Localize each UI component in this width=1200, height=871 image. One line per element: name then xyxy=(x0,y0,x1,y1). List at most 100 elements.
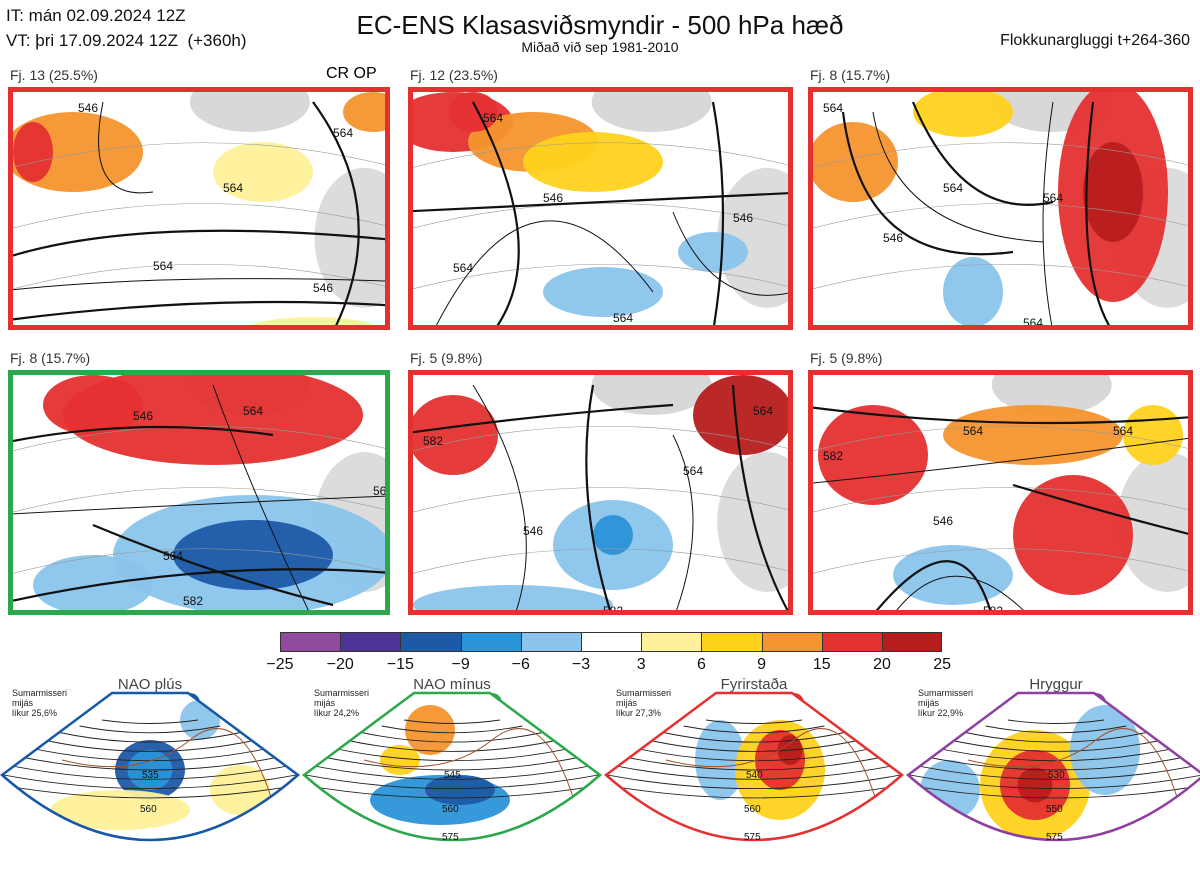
anomaly-area xyxy=(693,375,788,455)
colorbar-tick-label: 25 xyxy=(933,656,952,673)
contour-label: 582 xyxy=(983,604,1003,615)
anomaly-area xyxy=(678,232,748,272)
anomaly-area xyxy=(251,317,375,325)
latitude-line xyxy=(13,426,385,452)
regime-name: NAO mínus xyxy=(413,676,491,693)
colorbar-segment xyxy=(340,632,401,652)
height-contour xyxy=(57,731,243,743)
anomaly-area xyxy=(43,375,143,435)
latitude-line xyxy=(413,142,788,168)
height-contour xyxy=(908,761,1200,789)
latitude-line xyxy=(813,142,1188,168)
regime-name: Fyrirstaða xyxy=(720,676,788,693)
height-contour xyxy=(472,384,527,610)
land-europe xyxy=(314,167,385,308)
height-contour xyxy=(911,101,1054,206)
anomaly-area xyxy=(543,267,663,317)
height-contour xyxy=(403,719,501,724)
height-contour xyxy=(13,495,385,515)
height-contour xyxy=(312,101,360,325)
contour-label: 546 xyxy=(313,281,333,295)
height-contour xyxy=(872,111,1044,243)
anomaly-area xyxy=(213,142,313,202)
cluster-map-2: 564 546 564 546 564 xyxy=(408,87,793,330)
regime-statistics: Sumarmisseri mijás líkur 25,6% xyxy=(12,688,68,718)
anomaly-area xyxy=(405,705,455,755)
height-contour xyxy=(304,761,600,789)
regime-statistics: Sumarmisseri mijás líkur 27,3% xyxy=(616,688,672,718)
anomaly-area xyxy=(210,765,270,815)
height-contour xyxy=(79,725,221,734)
colorbar-segment xyxy=(641,632,702,652)
regime-contour-label: 545 xyxy=(444,770,461,781)
contour-label: 564 xyxy=(683,464,703,478)
contour-label: 564 xyxy=(373,484,390,498)
height-contour xyxy=(813,406,1188,425)
regime-name: Hryggur xyxy=(1029,676,1083,693)
height-contour xyxy=(940,737,1172,752)
height-contour xyxy=(896,575,1024,610)
height-contour xyxy=(606,767,902,799)
height-contour xyxy=(359,731,545,743)
height-contour xyxy=(731,384,788,610)
anomaly-area xyxy=(413,395,498,475)
anomaly-area xyxy=(593,515,633,555)
colorbar-tick-label: −20 xyxy=(326,656,354,673)
land-greenland xyxy=(591,375,712,415)
cluster-label-3: Fj. 8 (15.7%) xyxy=(810,67,891,83)
latitude-line xyxy=(13,548,385,574)
colorbar-segment xyxy=(280,632,341,652)
height-contour xyxy=(683,725,825,734)
colorbar-tick-label: 15 xyxy=(812,656,831,673)
contour-label: 564 xyxy=(163,549,183,563)
height-contour xyxy=(212,384,309,610)
land-greenland xyxy=(991,375,1112,415)
contour-label: 564 xyxy=(453,261,473,275)
height-contour xyxy=(1012,483,1188,535)
height-contour xyxy=(381,725,523,734)
contour-label: 564 xyxy=(963,424,983,438)
contour-label: 582 xyxy=(423,434,443,448)
regime-sector-outline xyxy=(302,691,602,842)
anomaly-area xyxy=(448,92,498,132)
anomaly-area xyxy=(343,92,385,132)
coastline xyxy=(363,728,575,801)
height-contour xyxy=(606,755,902,780)
colorbar-segment xyxy=(581,632,642,652)
height-contour xyxy=(1042,101,1054,325)
contour-label: 564 xyxy=(223,181,243,195)
contour-label: 546 xyxy=(523,524,543,538)
colorbar-segment xyxy=(400,632,461,652)
height-contour xyxy=(304,755,600,780)
height-contour xyxy=(13,568,385,602)
contour-label: 582 xyxy=(603,604,623,615)
contour-label: 546 xyxy=(883,231,903,245)
land-europe xyxy=(1117,452,1188,592)
height-contour xyxy=(661,731,847,743)
anomaly-area xyxy=(920,760,980,820)
height-contour xyxy=(413,403,674,434)
latitude-line xyxy=(413,548,788,574)
regime-contour-label: 550 xyxy=(1046,804,1063,815)
contour-label: 582 xyxy=(183,594,203,608)
page-title: EC-ENS Klasasviðsmyndir - 500 hPa hæð xyxy=(356,10,844,40)
latitude-line xyxy=(813,487,1188,513)
regime-sector-outline xyxy=(0,691,300,842)
cluster-map-4: 546 564 564 564 582 xyxy=(8,370,390,615)
height-contour xyxy=(2,755,298,780)
colorbar-tick-label: −25 xyxy=(266,656,294,673)
contour-label: 564 xyxy=(333,126,353,140)
anomaly-area xyxy=(1010,847,1050,863)
coastline xyxy=(967,728,1179,801)
height-contour xyxy=(304,749,600,771)
height-contour xyxy=(472,101,520,325)
regime-contour-label: 540 xyxy=(746,770,763,781)
cluster-label-5: Fj. 5 (9.8%) xyxy=(410,350,483,366)
colorbar-tick-label: −3 xyxy=(571,656,591,673)
height-contour xyxy=(98,101,154,194)
height-contour xyxy=(963,731,1149,743)
land-greenland xyxy=(591,92,712,132)
anomaly-area xyxy=(33,555,153,610)
colorbar-segment xyxy=(821,632,882,652)
anomaly-area xyxy=(1070,705,1140,795)
